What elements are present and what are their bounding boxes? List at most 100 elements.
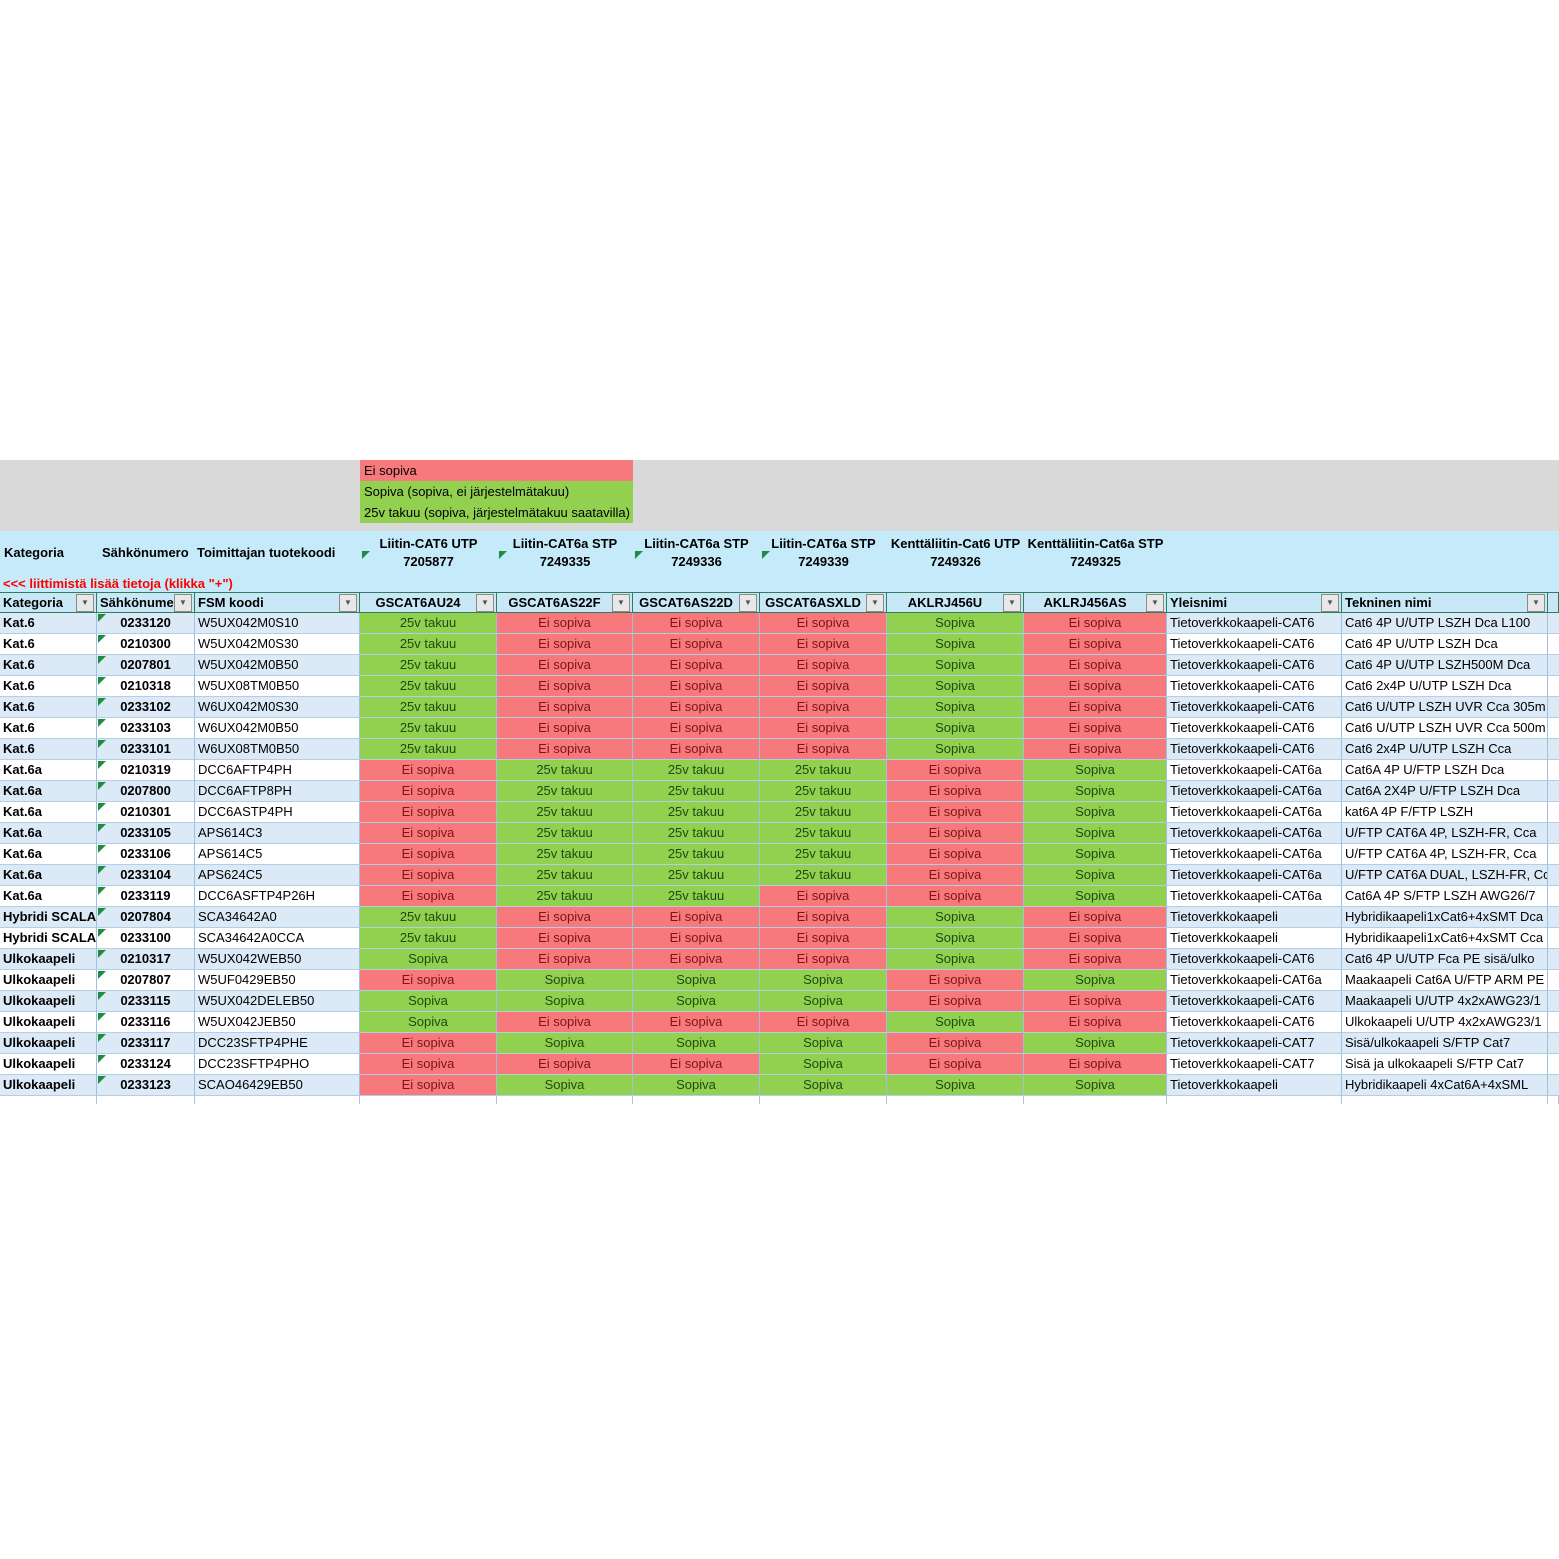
cell-fsm-code[interactable]: DCC6AFTP8PH: [195, 781, 360, 802]
cell-status[interactable]: Sopiva: [887, 1012, 1024, 1033]
cell-technical-name[interactable]: Cat6 2x4P U/UTP LSZH Cca: [1342, 739, 1548, 760]
cell-status[interactable]: Sopiva: [760, 1033, 887, 1054]
cell-status[interactable]: Ei sopiva: [360, 1075, 497, 1096]
cell-common-name[interactable]: Tietoverkkokaapeli: [1167, 1075, 1342, 1096]
cell-category[interactable]: Kat.6: [0, 634, 97, 655]
cell-product-number[interactable]: 0233106: [97, 844, 195, 865]
filter-dropdown-button[interactable]: ▼: [476, 593, 494, 612]
cell-status[interactable]: Sopiva: [1024, 1033, 1167, 1054]
cell-status[interactable]: Ei sopiva: [760, 697, 887, 718]
cell-category[interactable]: Ulkokaapeli: [0, 1054, 97, 1075]
cell-status[interactable]: Ei sopiva: [887, 1033, 1024, 1054]
cell-status[interactable]: Ei sopiva: [633, 718, 760, 739]
cell-fsm-code[interactable]: DCC6ASTP4PH: [195, 802, 360, 823]
cell-status[interactable]: 25v takuu: [633, 823, 760, 844]
filter-dropdown-button[interactable]: ▼: [739, 593, 757, 612]
cell-status[interactable]: Ei sopiva: [1024, 613, 1167, 634]
cell-status[interactable]: Ei sopiva: [497, 907, 633, 928]
connector-header[interactable]: Liitin-CAT6a STP 7249335: [497, 531, 633, 575]
cell-status[interactable]: 25v takuu: [360, 655, 497, 676]
cell-status[interactable]: Sopiva: [1024, 760, 1167, 781]
cell-common-name[interactable]: Tietoverkkokaapeli-CAT6: [1167, 655, 1342, 676]
cell-technical-name[interactable]: Maakaapeli U/UTP 4x2xAWG23/1: [1342, 991, 1548, 1012]
cell-product-number[interactable]: 0207800: [97, 781, 195, 802]
cell-status[interactable]: Ei sopiva: [760, 739, 887, 760]
cell-common-name[interactable]: Tietoverkkokaapeli: [1167, 907, 1342, 928]
cell-common-name[interactable]: Tietoverkkokaapeli-CAT6: [1167, 613, 1342, 634]
cell-status[interactable]: Sopiva: [887, 928, 1024, 949]
cell-technical-name[interactable]: Sisä ja ulkokaapeli S/FTP Cat7: [1342, 1054, 1548, 1075]
cell-status[interactable]: Ei sopiva: [497, 928, 633, 949]
cell-technical-name[interactable]: Cat6A 2X4P U/FTP LSZH Dca: [1342, 781, 1548, 802]
cell-common-name[interactable]: Tietoverkkokaapeli-CAT6a: [1167, 865, 1342, 886]
cell-status[interactable]: Ei sopiva: [497, 655, 633, 676]
cell-fsm-code[interactable]: DCC6ASFTP4P26H: [195, 886, 360, 907]
cell-status[interactable]: Ei sopiva: [497, 739, 633, 760]
cell-technical-name[interactable]: kat6A 4P F/FTP LSZH: [1342, 802, 1548, 823]
cell-status[interactable]: Ei sopiva: [1024, 697, 1167, 718]
cell-common-name[interactable]: Tietoverkkokaapeli-CAT6a: [1167, 781, 1342, 802]
cell-product-number[interactable]: 0233102: [97, 697, 195, 718]
filter-cell-gscat6as22d[interactable]: GSCAT6AS22D ▼: [633, 592, 760, 613]
filter-cell-gscat6as22f[interactable]: GSCAT6AS22F ▼: [497, 592, 633, 613]
cell-technical-name[interactable]: Hybridikaapeli1xCat6+4xSMT Cca: [1342, 928, 1548, 949]
cell-status[interactable]: Ei sopiva: [1024, 718, 1167, 739]
cell-status[interactable]: Ei sopiva: [360, 1054, 497, 1075]
cell-category[interactable]: Kat.6a: [0, 760, 97, 781]
cell-status[interactable]: Ei sopiva: [360, 886, 497, 907]
cell-common-name[interactable]: Tietoverkkokaapeli-CAT6a: [1167, 886, 1342, 907]
cell-status[interactable]: 25v takuu: [497, 886, 633, 907]
cell-category[interactable]: Kat.6a: [0, 781, 97, 802]
cell-technical-name[interactable]: Cat6 4P U/UTP LSZH Dca L100: [1342, 613, 1548, 634]
cell-status[interactable]: 25v takuu: [360, 718, 497, 739]
cell-status[interactable]: Sopiva: [1024, 781, 1167, 802]
cell-status[interactable]: Ei sopiva: [1024, 655, 1167, 676]
filter-cell-aklrj456as[interactable]: AKLRJ456AS ▼: [1024, 592, 1167, 613]
cell-product-number[interactable]: 0210318: [97, 676, 195, 697]
cell-technical-name[interactable]: Hybridikaapeli1xCat6+4xSMT Dca: [1342, 907, 1548, 928]
cell-technical-name[interactable]: Cat6 2x4P U/UTP LSZH Dca: [1342, 676, 1548, 697]
cell-status[interactable]: Ei sopiva: [1024, 949, 1167, 970]
header-kategoria[interactable]: Kategoria: [4, 545, 64, 560]
cell-status[interactable]: Ei sopiva: [887, 823, 1024, 844]
cell-technical-name[interactable]: Hybridikaapeli 4xCat6A+4xSML: [1342, 1075, 1548, 1096]
filter-dropdown-button[interactable]: ▼: [76, 593, 94, 612]
cell-status[interactable]: Ei sopiva: [497, 1012, 633, 1033]
filter-cell-gscat6asxld[interactable]: GSCAT6ASXLD ▼: [760, 592, 887, 613]
cell-status[interactable]: Ei sopiva: [887, 781, 1024, 802]
cell-status[interactable]: Ei sopiva: [887, 802, 1024, 823]
cell-status[interactable]: 25v takuu: [633, 886, 760, 907]
cell-status[interactable]: Ei sopiva: [887, 844, 1024, 865]
cell-status[interactable]: Sopiva: [887, 655, 1024, 676]
cell-status[interactable]: 25v takuu: [497, 865, 633, 886]
cell-common-name[interactable]: Tietoverkkokaapeli: [1167, 928, 1342, 949]
cell-status[interactable]: Sopiva: [887, 739, 1024, 760]
cell-product-number[interactable]: 0233101: [97, 739, 195, 760]
cell-status[interactable]: Ei sopiva: [1024, 1012, 1167, 1033]
cell-status[interactable]: Ei sopiva: [760, 907, 887, 928]
cell-product-number[interactable]: 0233103: [97, 718, 195, 739]
cell-status[interactable]: 25v takuu: [497, 781, 633, 802]
cell-category[interactable]: Kat.6: [0, 697, 97, 718]
cell-status[interactable]: Sopiva: [760, 970, 887, 991]
cell-common-name[interactable]: Tietoverkkokaapeli-CAT6: [1167, 1012, 1342, 1033]
cell-fsm-code[interactable]: W5UX042M0B50: [195, 655, 360, 676]
filter-dropdown-button[interactable]: ▼: [174, 593, 192, 612]
cell-status[interactable]: Ei sopiva: [633, 613, 760, 634]
cell-category[interactable]: Ulkokaapeli: [0, 1075, 97, 1096]
cell-fsm-code[interactable]: W6UX08TM0B50: [195, 739, 360, 760]
cell-status[interactable]: Ei sopiva: [633, 655, 760, 676]
cell-status[interactable]: Sopiva: [760, 1075, 887, 1096]
cell-product-number[interactable]: 0207807: [97, 970, 195, 991]
cell-status[interactable]: Sopiva: [360, 991, 497, 1012]
cell-technical-name[interactable]: Ulkokaapeli U/UTP 4x2xAWG23/1: [1342, 1012, 1548, 1033]
cell-product-number[interactable]: 0233124: [97, 1054, 195, 1075]
cell-product-number[interactable]: 0210301: [97, 802, 195, 823]
cell-status[interactable]: Ei sopiva: [760, 886, 887, 907]
cell-fsm-code[interactable]: W6UX042M0B50: [195, 718, 360, 739]
cell-status[interactable]: Sopiva: [887, 676, 1024, 697]
filter-dropdown-button[interactable]: ▼: [612, 593, 630, 612]
cell-status[interactable]: Ei sopiva: [1024, 634, 1167, 655]
cell-common-name[interactable]: Tietoverkkokaapeli-CAT6: [1167, 697, 1342, 718]
cell-status[interactable]: Ei sopiva: [497, 634, 633, 655]
